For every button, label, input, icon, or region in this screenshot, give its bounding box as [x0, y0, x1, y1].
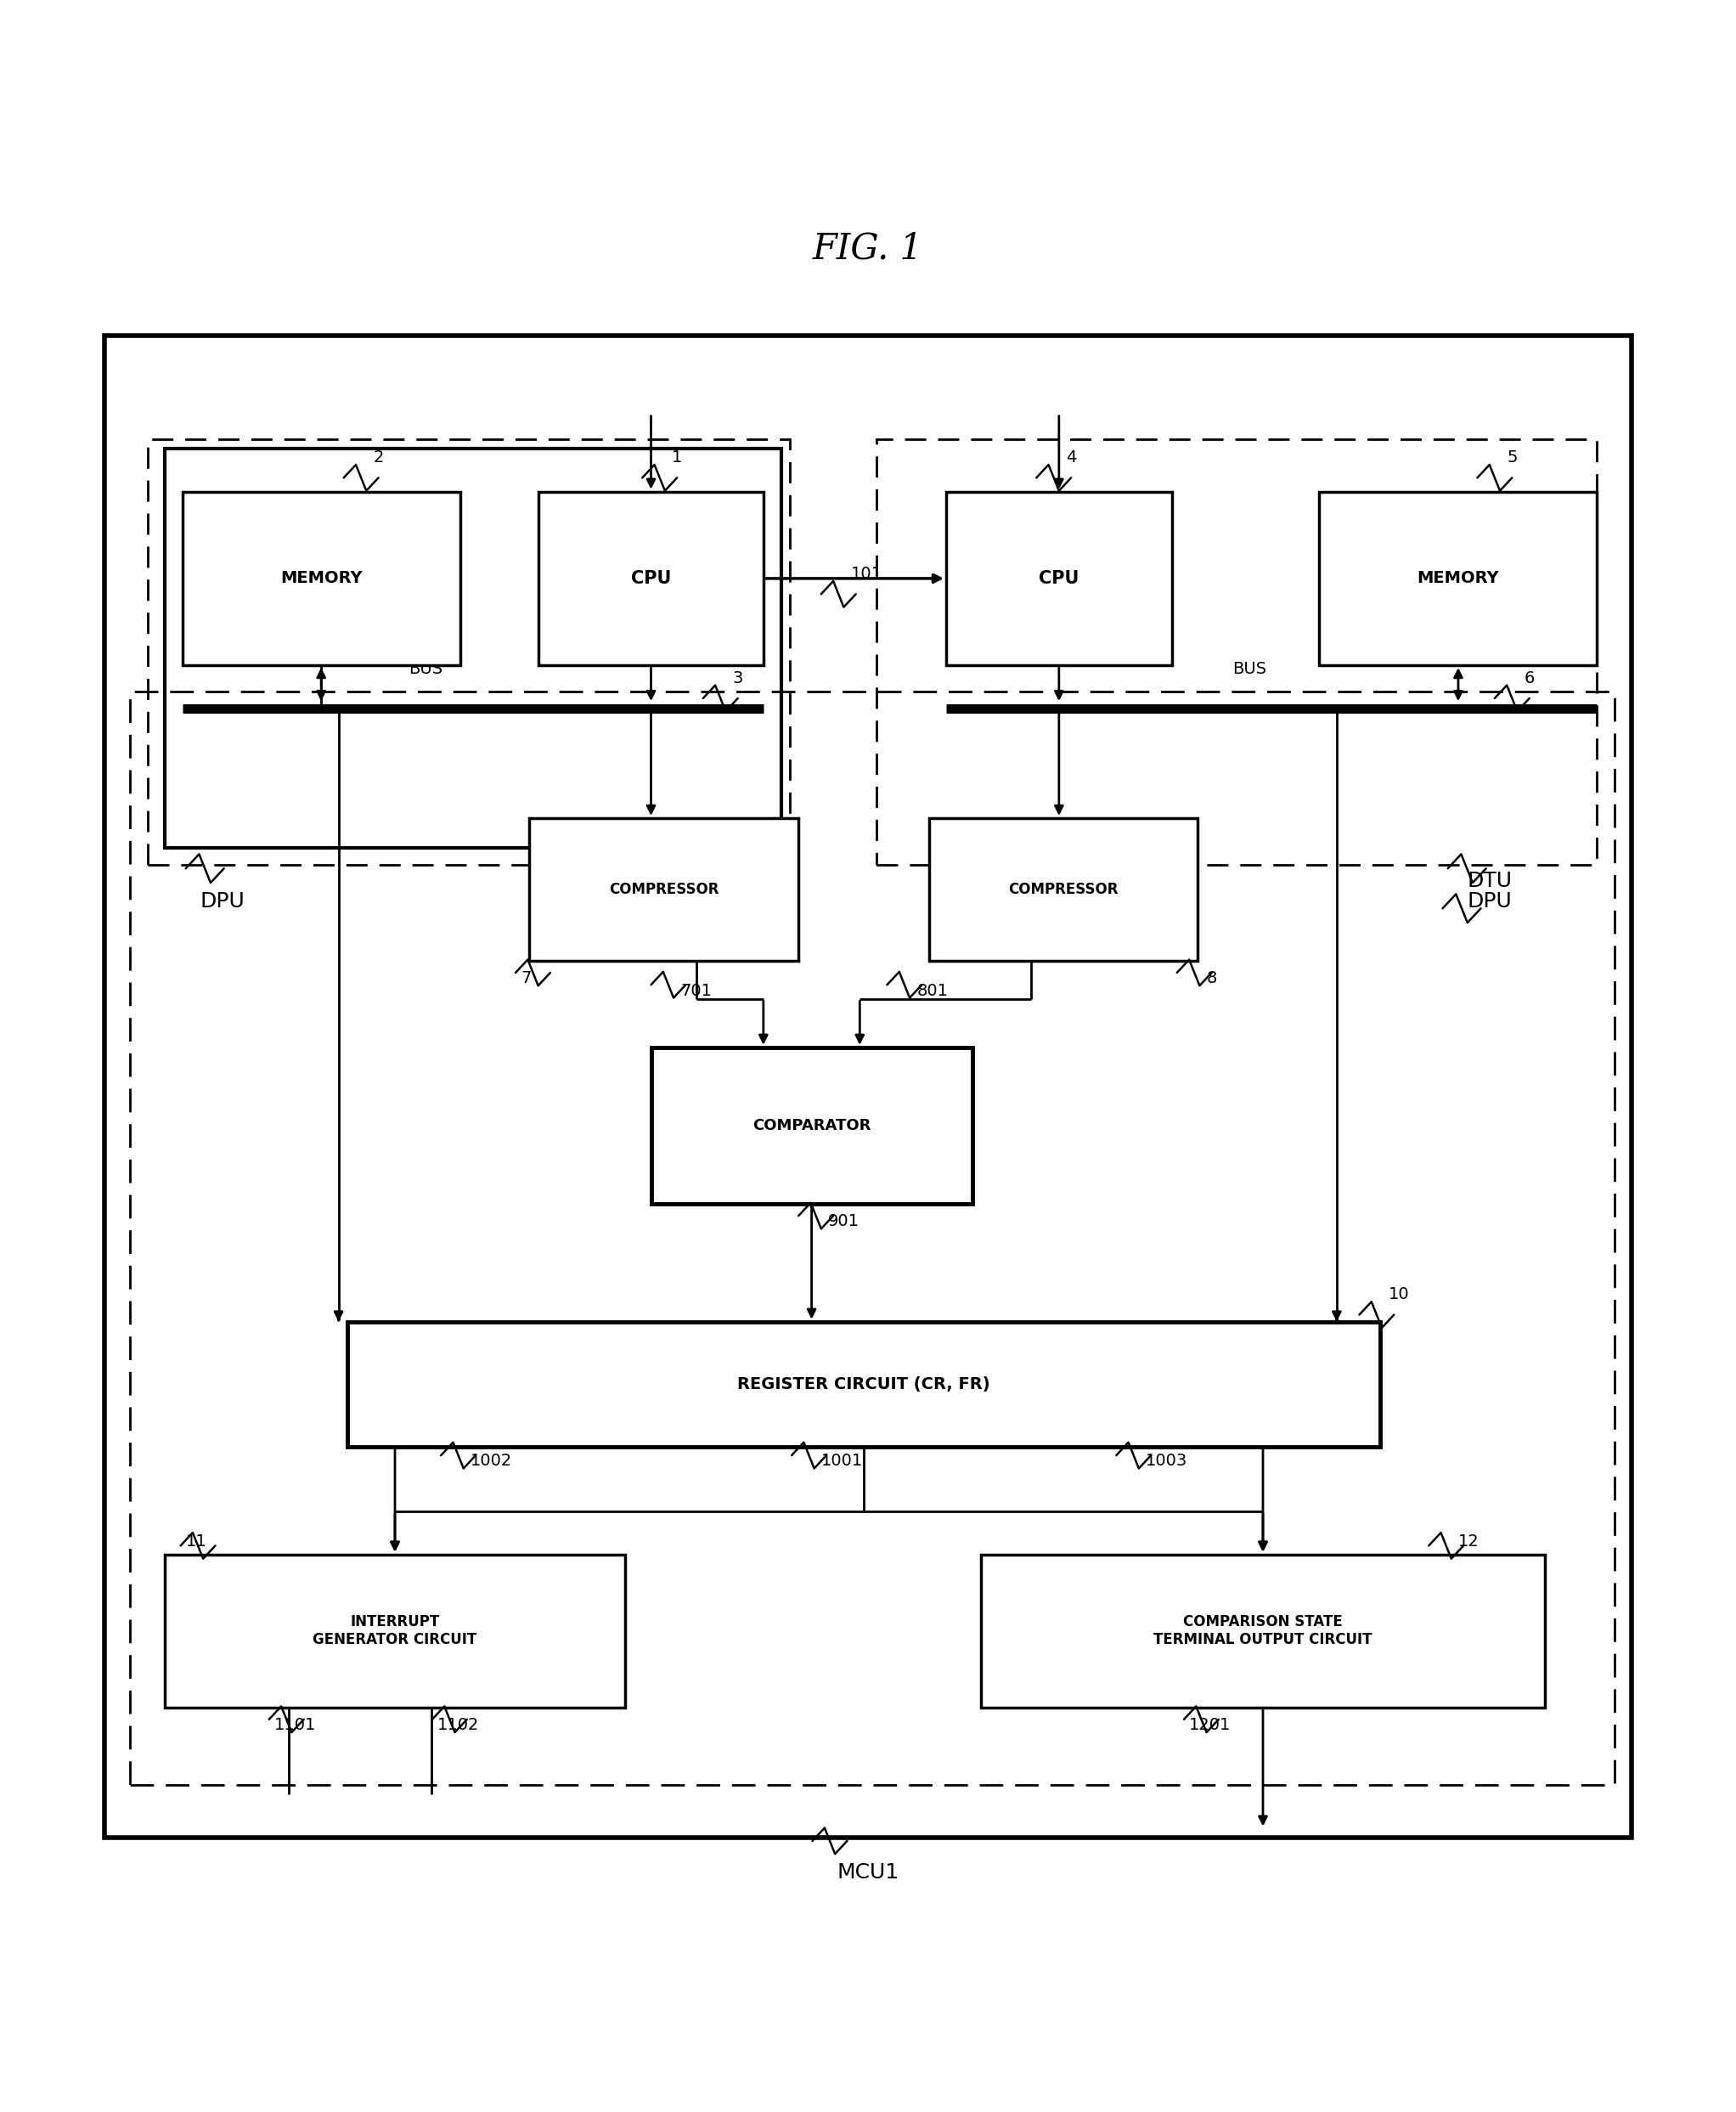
Text: DTU: DTU [1467, 870, 1512, 891]
Text: 12: 12 [1458, 1533, 1479, 1550]
Text: CPU: CPU [630, 570, 672, 587]
Bar [182, 492, 460, 665]
Bar [981, 1554, 1545, 1706]
Text: 7: 7 [521, 969, 531, 986]
Text: MCU1: MCU1 [837, 1863, 899, 1882]
Text: BUS: BUS [408, 661, 443, 678]
Text: 10: 10 [1389, 1286, 1410, 1303]
Bar [877, 439, 1597, 866]
Text: COMPARATOR: COMPARATOR [752, 1117, 871, 1134]
Text: 1102: 1102 [437, 1717, 479, 1734]
Text: 1001: 1001 [821, 1453, 863, 1470]
Text: 901: 901 [828, 1214, 859, 1229]
Text: 1101: 1101 [274, 1717, 316, 1734]
Text: MEMORY: MEMORY [1417, 570, 1500, 587]
Bar [529, 817, 799, 961]
Text: 1: 1 [672, 450, 682, 465]
Bar [104, 336, 1632, 1837]
Text: 8: 8 [1207, 969, 1217, 986]
Text: COMPRESSOR: COMPRESSOR [1009, 881, 1118, 898]
Text: COMPRESSOR: COMPRESSOR [609, 881, 719, 898]
Bar [651, 1048, 972, 1204]
Bar [1319, 492, 1597, 665]
Text: CPU: CPU [1038, 570, 1080, 587]
Text: 2: 2 [373, 450, 384, 465]
Bar [165, 448, 781, 847]
Text: MEMORY: MEMORY [279, 570, 363, 587]
Bar [347, 1322, 1380, 1447]
Text: 3: 3 [733, 670, 743, 686]
Text: DPU: DPU [1467, 891, 1512, 912]
Text: INTERRUPT
GENERATOR CIRCUIT: INTERRUPT GENERATOR CIRCUIT [312, 1614, 477, 1647]
Bar [165, 1554, 625, 1706]
Bar [148, 439, 790, 866]
Text: FIG. 1: FIG. 1 [812, 230, 924, 266]
Text: 701: 701 [681, 982, 712, 999]
Text: DPU: DPU [200, 891, 245, 912]
Text: 5: 5 [1507, 450, 1517, 465]
Bar [929, 817, 1198, 961]
Text: 6: 6 [1524, 670, 1535, 686]
Text: 1003: 1003 [1146, 1453, 1187, 1470]
Text: 801: 801 [917, 982, 948, 999]
Bar [130, 691, 1614, 1785]
Text: 11: 11 [186, 1533, 207, 1550]
Text: COMPARISON STATE
TERMINAL OUTPUT CIRCUIT: COMPARISON STATE TERMINAL OUTPUT CIRCUIT [1154, 1614, 1371, 1647]
Bar [538, 492, 764, 665]
Text: REGISTER CIRCUIT (CR, FR): REGISTER CIRCUIT (CR, FR) [738, 1377, 990, 1392]
Text: BUS: BUS [1233, 661, 1267, 678]
Text: 1201: 1201 [1189, 1717, 1231, 1734]
Text: 4: 4 [1066, 450, 1076, 465]
Bar [946, 492, 1172, 665]
Text: 101: 101 [851, 566, 882, 583]
Text: 1002: 1002 [470, 1453, 512, 1470]
